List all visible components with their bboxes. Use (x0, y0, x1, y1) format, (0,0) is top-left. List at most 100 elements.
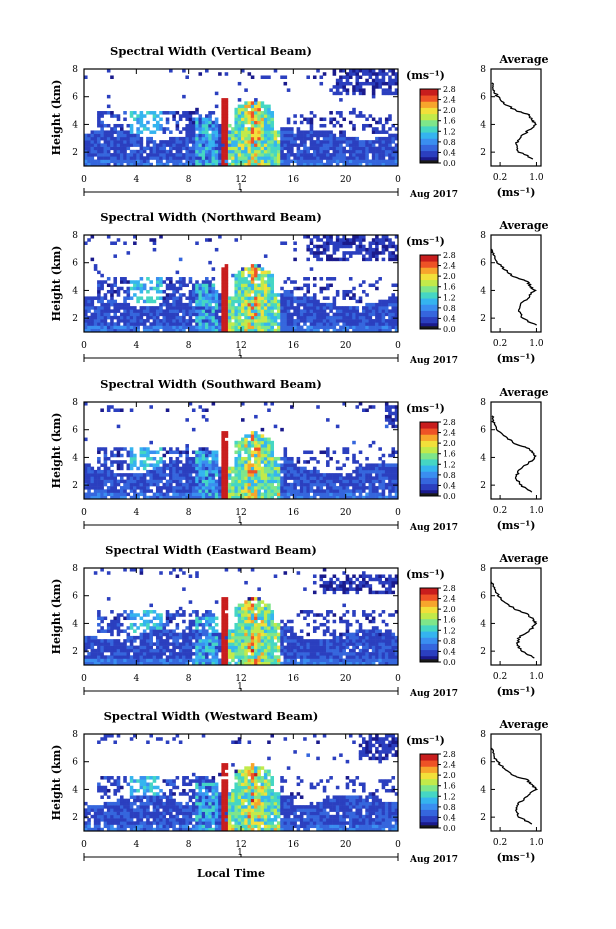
heatmap-cell (169, 629, 173, 633)
heatmap-cell (329, 117, 333, 122)
heatmap-cell (260, 156, 265, 160)
heatmap-cell (358, 235, 363, 239)
heatmap-cell (237, 159, 242, 164)
heatmap-cell (201, 328, 206, 333)
heatmap-cell (195, 648, 199, 653)
heatmap-cell (391, 405, 396, 409)
heatmap-cell (159, 153, 163, 157)
heatmap-cell (384, 91, 389, 96)
heatmap-cell (100, 153, 104, 157)
heatmap-cell (126, 466, 131, 471)
heatmap-cell (146, 111, 150, 115)
heatmap-cell (231, 162, 235, 167)
heatmap-cell (146, 153, 150, 157)
colorbar-segment (420, 147, 438, 150)
heatmap-cell (296, 466, 301, 471)
heatmap-cell (303, 146, 307, 151)
heatmap-cell (237, 486, 242, 490)
heatmap-cell (205, 133, 209, 138)
heatmap-cell (136, 143, 140, 147)
heatmap-cell (211, 652, 216, 656)
heatmap-cell (205, 114, 209, 118)
heatmap-cell (280, 127, 284, 131)
heatmap-cell (247, 306, 252, 310)
heatmap-cell (352, 293, 356, 297)
heatmap-cell (182, 293, 186, 297)
heatmap-cell (280, 479, 284, 484)
heatmap-cell (260, 143, 265, 147)
heatmap-cell (224, 460, 229, 464)
heatmap-cell (208, 613, 212, 617)
heatmap-cell (136, 114, 140, 118)
heatmap-cell (358, 283, 363, 288)
heatmap-cell (211, 629, 216, 633)
heatmap-cell (352, 319, 356, 323)
heatmap-cell (234, 280, 239, 284)
heatmap-cell (303, 450, 307, 455)
heatmap-cell (113, 322, 118, 326)
heatmap-cell (329, 476, 333, 480)
heatmap-cell (133, 280, 137, 284)
heatmap-cell (283, 479, 288, 484)
heatmap-cell (231, 153, 235, 157)
heatmap-cell (159, 469, 163, 474)
heatmap-cell (208, 283, 212, 288)
heatmap-cell (362, 123, 366, 128)
heatmap-cell (162, 156, 167, 160)
heatmap-cell (188, 277, 193, 281)
heatmap-cell (224, 149, 229, 154)
heatmap-cell (319, 257, 324, 262)
heatmap-cell (175, 645, 180, 650)
heatmap-cell (388, 322, 392, 326)
heatmap-cell (326, 149, 330, 154)
x-tick-label: 8 (186, 341, 192, 351)
heatmap-cell (378, 302, 382, 307)
heatmap-cell (103, 293, 108, 297)
heatmap-cell (175, 610, 180, 614)
heatmap-cell (224, 280, 229, 284)
heatmap-cell (257, 469, 261, 474)
heatmap-cell (273, 143, 278, 147)
heatmap-cell (394, 408, 399, 412)
heatmap-cell (159, 456, 163, 461)
heatmap-cell (113, 280, 118, 284)
heatmap-cell (178, 613, 183, 617)
heatmap-cell (303, 133, 307, 138)
heatmap-cell (106, 658, 111, 663)
heatmap-cell (309, 123, 314, 128)
heatmap-cell (188, 133, 193, 138)
heatmap-cell (146, 632, 150, 637)
heatmap-cell (332, 143, 337, 147)
heatmap-cell (267, 130, 271, 134)
heatmap-cell (299, 133, 304, 138)
heatmap-cell (326, 460, 330, 464)
heatmap-cell (303, 153, 307, 157)
heatmap-cell (201, 149, 206, 154)
heatmap-cell (335, 235, 340, 239)
heatmap-cell (267, 133, 271, 138)
heatmap-cell (290, 328, 294, 333)
heatmap-cell (322, 489, 327, 493)
colorbar-tick-label: 2.8 (443, 85, 456, 94)
heatmap-cell (116, 146, 121, 151)
heatmap-cell (106, 571, 111, 575)
heatmap-cell (306, 309, 310, 313)
heatmap-cell (371, 466, 376, 471)
heatmap-cell (260, 75, 265, 79)
heatmap-cell (342, 486, 346, 490)
heatmap-cell (100, 120, 104, 125)
heatmap-cell (142, 479, 147, 484)
heatmap-cell (224, 101, 229, 105)
heatmap-cell (267, 280, 271, 284)
date-label: Aug 2017 (409, 523, 458, 533)
heatmap-cell (260, 153, 265, 157)
profile-x-label: (ms⁻¹) (497, 352, 536, 365)
heatmap-cell (247, 319, 252, 323)
heatmap-cell (139, 289, 144, 294)
heatmap-cell (90, 130, 95, 134)
heatmap-cell (234, 456, 239, 461)
heatmap-cell (152, 130, 157, 134)
heatmap-cell (133, 153, 137, 157)
heatmap-cell (263, 453, 268, 458)
heatmap-cell (205, 289, 209, 294)
